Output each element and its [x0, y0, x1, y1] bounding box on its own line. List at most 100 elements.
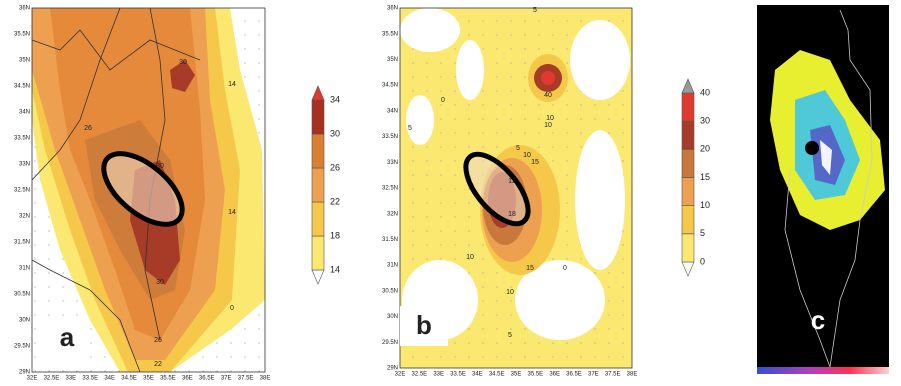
y-axis-label: 30.5N: [14, 292, 30, 298]
contour-label: 26: [154, 337, 162, 344]
y-axis-label: 32.5N: [14, 188, 30, 194]
y-axis-label: 31.5N: [382, 237, 398, 243]
y-axis-label: 34.5N: [382, 83, 398, 89]
x-axis-label: 33E: [65, 376, 76, 381]
colorbar-label: 0: [700, 256, 705, 266]
contour-label: 0: [230, 305, 234, 312]
colorbar-segment: [312, 202, 324, 236]
contour-label: 18: [508, 211, 516, 218]
x-axis-label: 35E: [511, 372, 522, 378]
contour-label: 10: [506, 289, 514, 296]
contour-label: 30: [156, 163, 164, 170]
colorbar-label: 40: [700, 87, 710, 97]
x-axis-label: 38E: [627, 372, 638, 378]
colorbar-arrow: [682, 262, 694, 276]
contour-label: 5: [516, 145, 520, 152]
y-axis-label: 35.5N: [382, 31, 398, 37]
x-axis-label: 34.5E: [489, 372, 505, 378]
x-axis-label: 35.5E: [527, 372, 543, 378]
x-axis-label: 32E: [27, 376, 38, 381]
y-axis-label: 32N: [19, 214, 30, 220]
y-axis-label: 32.5N: [382, 186, 398, 192]
y-axis-label: 35N: [19, 58, 30, 64]
y-axis-label: 31N: [387, 263, 398, 269]
colorbar-arrow: [682, 79, 694, 93]
colorbar-label: 14: [330, 264, 340, 274]
y-axis-label: 35.5N: [14, 32, 30, 38]
colorbar-segment: [312, 100, 324, 134]
colorbar-segment: [312, 134, 324, 168]
contour-label: 14: [228, 81, 236, 88]
y-axis-label: 33N: [19, 162, 30, 168]
colorbar-label: 34: [330, 94, 340, 104]
colorbar-segment: [682, 206, 694, 234]
colorbar-segment: [682, 121, 694, 149]
x-axis-label: 37.5E: [238, 376, 254, 381]
contour-label: 10: [466, 254, 474, 261]
x-axis-label: 37E: [588, 372, 599, 378]
contour-label: 5: [408, 125, 412, 132]
contour-label: 15: [526, 265, 534, 272]
x-axis-label: 32.5E: [411, 372, 427, 378]
x-axis-label: 37.5E: [605, 372, 621, 378]
figure: a b c 36N 35.5N 35N 34.5N 34N 33.5N 33N 32.5N 32…: [0, 0, 901, 381]
x-axis-label: 34E: [472, 372, 483, 378]
colorbar-label: 20: [700, 144, 710, 154]
x-axis-label: 34E: [104, 376, 115, 381]
x-axis-label: 33.5E: [450, 372, 466, 378]
y-axis-label: 36N: [387, 6, 398, 12]
y-axis-label: 35N: [387, 57, 398, 63]
colorbar-segment: [312, 236, 324, 270]
colorbar-segment: [312, 168, 324, 202]
marker: [805, 141, 819, 155]
contour-label: 40: [544, 92, 552, 99]
y-axis-label: 29.5N: [14, 344, 30, 350]
y-axis-label: 32N: [387, 211, 398, 217]
y-axis-label: 34.5N: [14, 84, 30, 90]
contour-label: 10: [544, 122, 552, 129]
panel-letter: b: [416, 310, 432, 340]
colorbar-label: 5: [700, 228, 705, 238]
y-axis-label: 36N: [19, 6, 30, 12]
x-axis-label: 32.5E: [44, 376, 60, 381]
y-axis-label: 29.5N: [382, 340, 398, 346]
x-axis-label: 33E: [433, 372, 444, 378]
contour-label: 0: [441, 97, 445, 104]
contour-label: 26: [84, 125, 92, 132]
contour-label: 22: [154, 361, 162, 368]
x-axis-label: 36E: [549, 372, 560, 378]
y-axis-label: 33.5N: [14, 136, 30, 142]
contour-label: 30: [179, 59, 187, 66]
panel-letter: a: [60, 322, 75, 352]
colorbar-label: 22: [330, 196, 340, 206]
contour-label: 10: [546, 115, 554, 122]
x-axis-label: 33.5E: [82, 376, 98, 381]
x-axis-label: 35.5E: [160, 376, 176, 381]
colorbar-label: 30: [330, 128, 340, 138]
x-axis-label: 32E: [395, 372, 406, 378]
x-axis-label: 35E: [143, 376, 154, 381]
contour-label: 10: [523, 152, 531, 159]
colorbar-label: 30: [700, 116, 710, 126]
panel-letter: c: [811, 305, 825, 335]
contour-label: 14: [228, 209, 236, 216]
y-axis-label: 33.5N: [382, 134, 398, 140]
contour-label: 5: [533, 7, 537, 14]
map-a: [32, 8, 265, 372]
colorbar-label: 15: [700, 172, 710, 182]
contour-label: 15: [531, 159, 539, 166]
colorbar-arrow: [312, 270, 324, 284]
y-axis-label: 30N: [19, 318, 30, 324]
x-axis-label: 34.5E: [121, 376, 137, 381]
color-strip: [757, 367, 889, 374]
x-axis-label: 38E: [260, 376, 271, 381]
x-axis-label: 36.5E: [566, 372, 582, 378]
colorbar-arrow: [312, 86, 324, 100]
contour-label: 12: [508, 178, 516, 185]
y-axis-label: 34N: [387, 108, 398, 114]
y-axis-label: 30.5N: [382, 288, 398, 294]
contour-label: 30: [156, 279, 164, 286]
colorbar-segment: [682, 178, 694, 206]
y-axis-label: 31.5N: [14, 240, 30, 246]
x-axis-label: 36E: [182, 376, 193, 381]
